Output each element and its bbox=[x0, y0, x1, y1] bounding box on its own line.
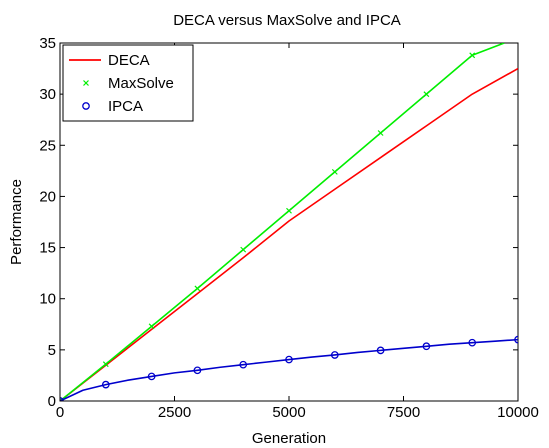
maxsolve-data-point bbox=[148, 323, 155, 330]
maxsolve-data-point bbox=[469, 52, 476, 59]
y-tick-label: 25 bbox=[39, 137, 56, 154]
maxsolve-data-point bbox=[331, 168, 338, 175]
maxsolve-data-point bbox=[194, 285, 201, 292]
legend-label-maxsolve: MaxSolve bbox=[108, 75, 174, 92]
y-tick-label: 0 bbox=[48, 393, 56, 410]
maxsolve-data-point bbox=[240, 246, 247, 253]
ipca-data-point bbox=[285, 355, 293, 364]
x-axis-label: Generation bbox=[252, 430, 326, 447]
ipca-data-point bbox=[376, 346, 385, 355]
maxsolve-data-point bbox=[102, 361, 109, 368]
ticks-layer: 0 2500 5000 7500 10000 0 5 10 15 20 25 30 35 bbox=[39, 35, 539, 421]
legend-label-ipca: IPCA bbox=[108, 98, 143, 115]
x-tick-label: 0 bbox=[56, 404, 64, 421]
series-layer bbox=[60, 43, 518, 401]
ipca-data-point bbox=[330, 351, 339, 359]
ipca-data-point bbox=[422, 342, 431, 351]
maxsolve-data-point bbox=[60, 398, 63, 401]
chart-title: DECA versus MaxSolve and IPCA bbox=[173, 12, 401, 29]
legend-label-deca: DECA bbox=[108, 52, 150, 69]
legend-swatch-maxsolve bbox=[83, 80, 89, 86]
ipca-series-line bbox=[60, 338, 518, 401]
legend-swatch-ipca bbox=[82, 102, 90, 110]
ipca-data-point bbox=[468, 338, 477, 347]
x-tick-label: 5000 bbox=[272, 404, 305, 421]
y-tick-label: 30 bbox=[39, 86, 56, 103]
maxsolve-data-point bbox=[377, 130, 384, 136]
ipca-data-point bbox=[239, 360, 248, 369]
ipca-data-point bbox=[193, 366, 202, 375]
ipca-data-point bbox=[101, 380, 110, 389]
maxsolve-data-point bbox=[423, 91, 430, 98]
deca-series-line bbox=[60, 67, 518, 401]
y-tick-label: 15 bbox=[39, 240, 56, 257]
x-tick-label: 10000 bbox=[497, 404, 539, 421]
ipca-data-point bbox=[514, 335, 518, 344]
y-tick-label: 20 bbox=[39, 188, 56, 205]
x-tick-label: 7500 bbox=[387, 404, 420, 421]
ipca-data-point bbox=[147, 372, 156, 381]
y-tick-label: 35 bbox=[39, 35, 56, 52]
y-tick-label: 5 bbox=[48, 342, 56, 359]
x-tick-label: 2500 bbox=[158, 404, 191, 421]
legend: DECA MaxSolve IPCA bbox=[62, 44, 194, 122]
maxsolve-data-point bbox=[286, 207, 292, 214]
y-tick-label: 10 bbox=[39, 291, 56, 308]
y-axis-label: Performance bbox=[8, 179, 25, 265]
